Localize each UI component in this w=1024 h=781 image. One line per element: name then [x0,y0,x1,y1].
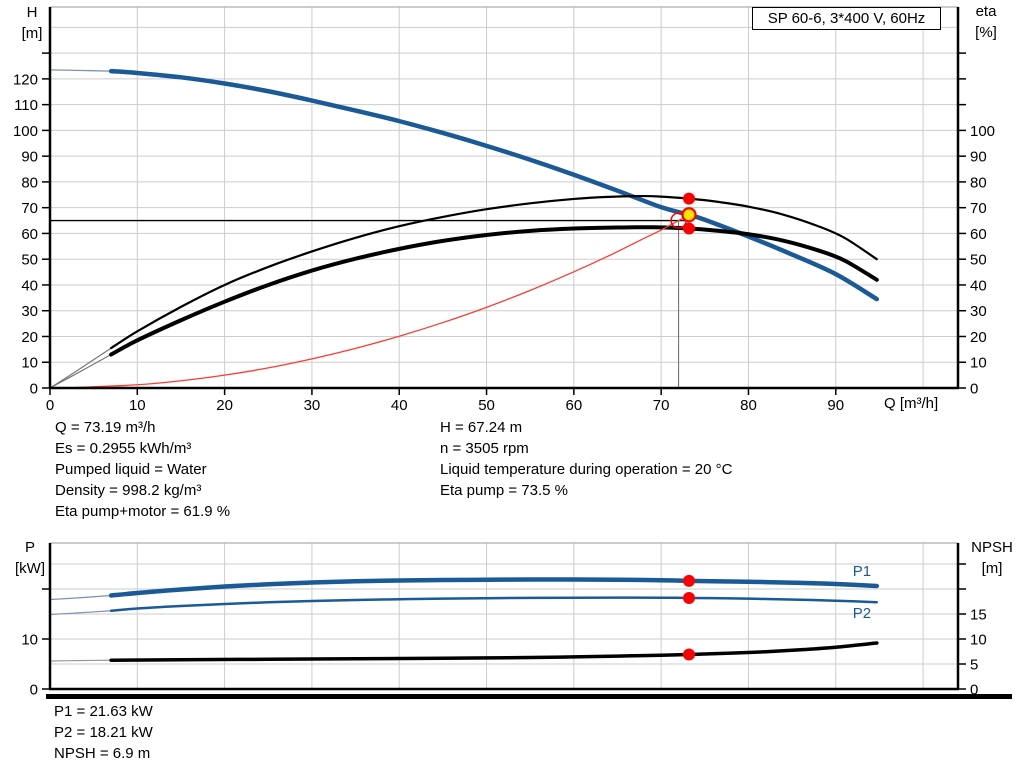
h-axis-title: H [26,4,38,21]
svg-text:50: 50 [970,252,987,269]
pump-title-box: SP 60-6, 3*400 V, 60Hz [752,7,941,30]
result-p1: P1 = 21.63 kW [54,703,153,720]
p1-point [683,574,696,587]
svg-text:50: 50 [21,252,38,269]
chart-0: 0102030405060708090100110120010203040506… [13,6,995,414]
svg-text:0: 0 [970,381,978,398]
svg-text:40: 40 [21,277,38,294]
svg-text:0: 0 [30,682,38,699]
svg-text:0: 0 [46,397,54,414]
q-axis-title: Q [m³/h] [884,395,939,412]
svg-text:30: 30 [21,303,38,320]
svg-text:40: 40 [970,277,987,294]
axes: 0 10 0 5 10 15 [21,542,987,699]
results-right-block: H = 67.24 m n = 3505 rpm Liquid temperat… [440,417,732,501]
svg-text:110: 110 [14,97,38,114]
eta-total-point [683,222,696,235]
svg-text:10: 10 [970,355,987,372]
chart-1: P1 P2 0 10 0 5 10 15 [21,542,987,699]
h-axis-unit: [m] [21,25,43,42]
p1-curve-label: P1 [853,563,871,580]
result-density: Density = 998.2 kg/m³ [55,482,202,499]
p2-point [683,591,696,604]
svg-text:5: 5 [970,657,978,674]
eta-pump-point [683,192,696,205]
svg-text:80: 80 [740,397,757,414]
series-h-q-pump-curve [108,68,880,302]
svg-text:10: 10 [21,355,38,372]
svg-text:50: 50 [478,397,495,414]
p2-curve-label: P2 [853,605,871,622]
results-left-block: Q = 73.19 m³/h Es = 0.2955 kWh/m³ Pumped… [55,417,230,522]
svg-text:60: 60 [21,226,38,243]
grid [50,7,958,388]
bottom-frame-line [46,694,1012,699]
result-temp: Liquid temperature during operation = 20… [440,461,733,478]
svg-text:60: 60 [970,226,987,243]
series-p2-lead [49,610,112,616]
svg-text:0: 0 [30,381,38,398]
series-p2-shaft-power [109,596,879,612]
svg-text:70: 70 [970,200,987,217]
svg-text:40: 40 [391,397,408,414]
p-axis-title: P [24,539,35,556]
svg-text:60: 60 [566,397,583,414]
svg-text:90: 90 [21,149,38,166]
result-liquid: Pumped liquid = Water [55,461,207,478]
svg-text:70: 70 [21,200,38,217]
series-eta-pump-lead [49,347,112,389]
result-eta-total: Eta pump+motor = 61.9 % [55,503,231,520]
svg-text:10: 10 [129,397,146,414]
series-p1-lead [49,594,112,601]
svg-text:20: 20 [216,397,233,414]
series-system-curve [66,214,690,389]
result-q: Q = 73.19 m³/h [55,419,156,436]
result-npsh: NPSH = 6.9 m [54,745,151,762]
series-npsh-lead [49,659,112,662]
p-axis-unit: [kW] [15,560,45,577]
svg-text:80: 80 [21,174,38,191]
series-eta-pump [110,194,878,350]
result-p2: P2 = 18.21 kW [54,724,153,741]
operating-point [681,207,697,223]
npsh-point [683,648,696,661]
svg-text:10: 10 [21,632,38,649]
results-bottom-block: P1 = 21.63 kW P2 = 18.21 kW NPSH = 6.9 m [54,701,153,764]
svg-text:0: 0 [970,682,978,699]
svg-text:80: 80 [970,174,987,191]
result-h: H = 67.24 m [440,419,523,436]
series-eta-pump-plus-motor [109,225,879,357]
svg-text:20: 20 [21,329,38,346]
result-eta-pump: Eta pump = 73.5 % [440,482,568,499]
axes: 0102030405060708090100110120010203040506… [13,6,995,414]
svg-text:90: 90 [970,149,987,166]
eta-axis-title: eta [975,3,997,20]
series-h-q-lead [49,69,112,72]
eta-axis-unit: [%] [975,24,997,41]
svg-text:30: 30 [970,303,987,320]
svg-text:15: 15 [970,607,987,624]
series-p1-input-power [108,577,880,598]
svg-text:120: 120 [13,71,38,88]
npsh-axis-unit: [m] [981,560,1003,577]
svg-text:20: 20 [970,329,987,346]
svg-text:70: 70 [653,397,670,414]
svg-text:100: 100 [970,123,995,140]
result-es: Es = 0.2955 kWh/m³ [55,440,192,457]
grid [50,543,958,689]
result-speed: n = 3505 rpm [440,440,529,457]
svg-text:10: 10 [970,632,987,649]
svg-text:90: 90 [827,397,844,414]
series-npsh-curve [109,641,879,662]
svg-text:30: 30 [304,397,321,414]
svg-text:100: 100 [13,123,38,140]
npsh-axis-title: NPSH [971,539,1013,556]
series-eta-pump-plus-motor-lead [49,353,112,389]
